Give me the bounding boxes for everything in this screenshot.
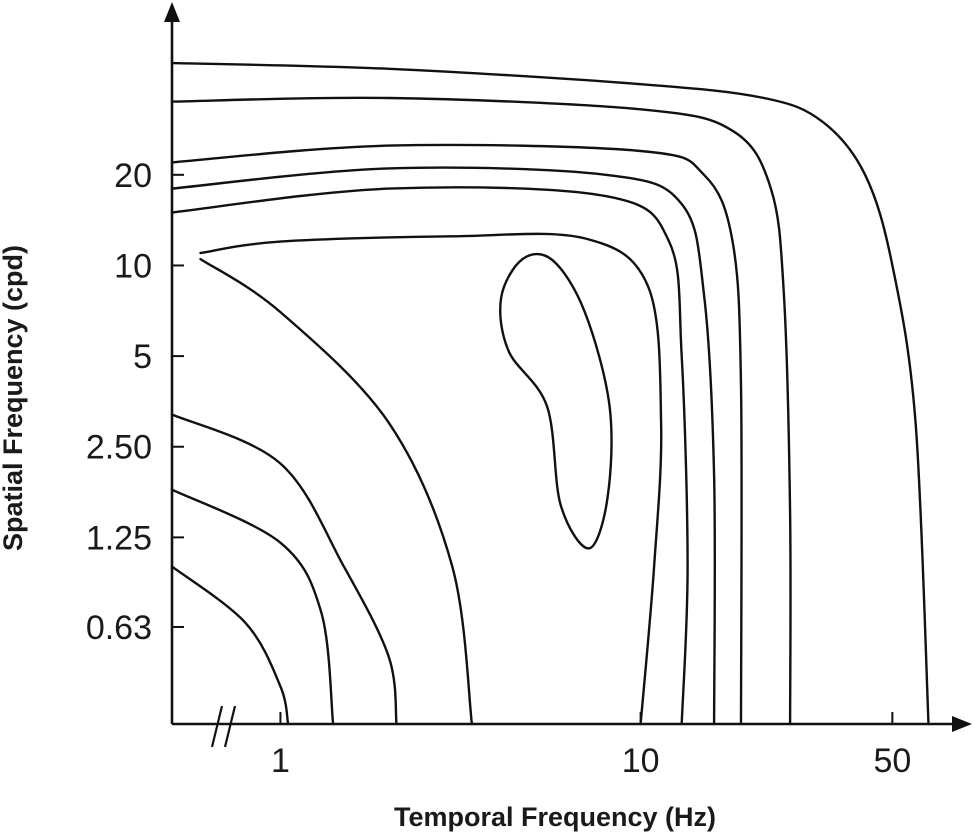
contour-line-3 — [170, 143, 743, 726]
contour-line-10 — [170, 565, 290, 726]
contour-line-6 — [199, 232, 663, 726]
contour-island-line — [499, 252, 613, 550]
y-tick-label: 2.50 — [86, 429, 152, 467]
x-tick-label: 50 — [873, 742, 911, 780]
y-axis-title: Spatial Frequency (cpd) — [0, 245, 28, 551]
contour-line-9 — [170, 488, 335, 726]
x-axis-arrow — [952, 716, 972, 732]
x-tick-label: 1 — [271, 742, 290, 780]
x-tick-label: 10 — [622, 742, 660, 780]
contour-line-7 — [199, 257, 474, 726]
axis-ticks: 1 10 50 0.63 1.25 2.50 5 10 20 — [86, 157, 911, 780]
contour-line-1 — [170, 61, 930, 726]
x-axis-title: Temporal Frequency (Hz) — [394, 802, 716, 832]
axis-break-mark — [210, 705, 237, 748]
y-tick-label: 10 — [114, 247, 152, 285]
contour-line-2 — [170, 96, 792, 726]
contour-lines — [170, 61, 930, 726]
contour-line-4 — [170, 166, 717, 726]
y-axis-arrow — [164, 2, 180, 22]
contour-line-8 — [170, 413, 398, 726]
y-tick-label: 20 — [114, 157, 152, 195]
contour-line-5 — [170, 186, 689, 726]
y-tick-label: 1.25 — [86, 519, 152, 557]
y-tick-label: 5 — [133, 338, 152, 376]
y-tick-label: 0.63 — [86, 609, 152, 647]
axes — [164, 2, 972, 748]
